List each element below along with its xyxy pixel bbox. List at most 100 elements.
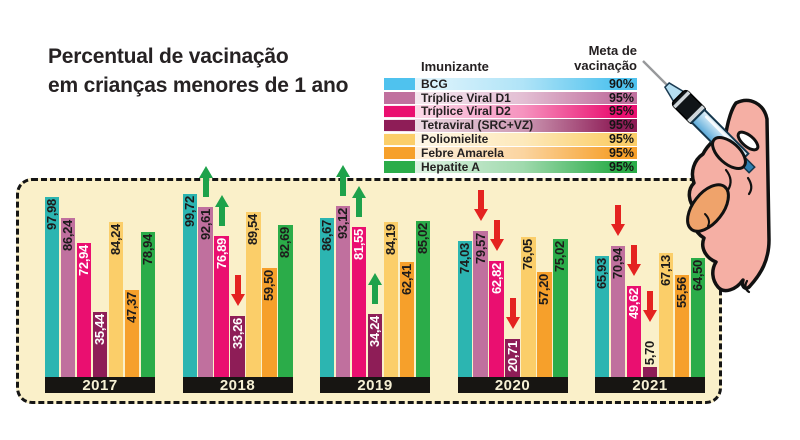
- legend-item: Tríplice Viral D1 95%: [384, 92, 637, 105]
- bar-2020-Poliomielite: [521, 237, 536, 377]
- bar-value-label: 62,41: [398, 264, 414, 296]
- bar-slot: 76,89: [214, 194, 229, 377]
- bar-slot: 84,19: [383, 222, 399, 377]
- year-group: 86,67 93,12 81,55 34,24 84,19 62,41 85,02 2019: [319, 164, 430, 394]
- bar-slot: 35,44: [92, 311, 108, 377]
- legend-item: BCG 90%: [384, 78, 637, 91]
- bar-slot: 78,94: [140, 231, 155, 377]
- knuckle-line-1: [724, 168, 732, 192]
- year-group: 65,93 70,94 49,62 5,70 67,13 55,56 64,50 2021: [594, 205, 705, 394]
- bar-2018-Tríplice Viral D1: [198, 206, 213, 377]
- legend-swatch: [384, 105, 415, 118]
- bar-2021-Poliomielite: [658, 253, 674, 377]
- year-label: 2020: [494, 376, 531, 394]
- legend-swatch: [384, 78, 415, 90]
- year-banner: 2017: [45, 377, 155, 394]
- bars-row: 97,98 86,24 72,94 35,44 84,24 47,37 78,94: [44, 196, 155, 377]
- trend-down-arrow-icon: [611, 205, 626, 241]
- knuckle-line-2: [746, 176, 753, 196]
- bar-value-label: 5,70: [642, 341, 657, 366]
- syringe-barrel-highlight: [704, 115, 744, 154]
- bar-slot: 75,02: [552, 238, 568, 377]
- legend-swatch: [384, 147, 415, 159]
- legend-item-goal: 95%: [608, 118, 634, 133]
- legend-item: Tetraviral (SRC+VZ) 95%: [384, 119, 637, 132]
- year-banner: 2021: [595, 377, 705, 394]
- bar-2021-BCG: [595, 255, 610, 377]
- bar-slot: 76,05: [520, 237, 536, 377]
- bar-value-label: 35,44: [92, 313, 107, 345]
- syringe-hub: [663, 81, 687, 105]
- bar-value-label: 65,93: [594, 257, 610, 289]
- bar-slot: 5,70: [642, 290, 658, 377]
- bar-slot: 57,20: [536, 271, 552, 377]
- bar-value-label: 99,72: [181, 195, 197, 227]
- bar-value-label: 59,50: [261, 269, 277, 301]
- year-group: 99,72 92,61 76,89 33,26 89,54 59,50 82,69 2018: [181, 165, 293, 394]
- legend-row-gradient: [384, 133, 637, 146]
- legend-swatch: [384, 92, 415, 104]
- bar-slot: 62,41: [398, 262, 415, 377]
- bar-slot: 99,72: [181, 193, 197, 377]
- bar-value-label: 79,57: [472, 232, 488, 264]
- syringe-plunger: [736, 154, 756, 174]
- legend-swatch: [384, 161, 415, 173]
- bar-2020-Tríplice Viral D2: [489, 261, 504, 377]
- bars-row: 74,03 79,57 62,82 20,71 76,05 57,20 75,02: [457, 189, 568, 377]
- bar-2017-Tríplice Viral D2: [76, 242, 92, 377]
- legend-row-gradient: [384, 160, 637, 174]
- syringe-collar: [671, 89, 707, 125]
- bar-slot: 72,94: [76, 242, 92, 377]
- bar-2017-Hepatite A: [140, 231, 155, 377]
- bar-value-label: 64,50: [689, 260, 705, 292]
- legend-item-label: Tríplice Viral D1: [421, 90, 511, 105]
- bar-2021-Tetraviral (SRC+VZ): [642, 366, 658, 377]
- bar-value-label: 67,13: [657, 255, 673, 287]
- legend-item-label: Febre Amarela: [421, 145, 504, 160]
- syringe-icon: [642, 60, 756, 174]
- bar-slot: 65,93: [594, 255, 610, 377]
- bar-2018-Poliomielite: [246, 212, 261, 377]
- legend-rows: BCG 90% Tríplice Viral D1 95% Tríplice Viral…: [384, 78, 637, 174]
- bars-row: 99,72 92,61 76,89 33,26 89,54 59,50 82,69: [181, 165, 293, 377]
- bar-2019-BCG: [320, 217, 335, 377]
- trend-up-arrow-icon: [352, 185, 367, 222]
- bar-value-label: 55,56: [673, 276, 689, 308]
- legend-header-goal: Meta de vacinação: [574, 43, 637, 73]
- bar-value-label: 81,55: [351, 228, 367, 260]
- bar-2020-Febre Amarela: [537, 271, 552, 377]
- bar-2020-Tríplice Viral D1: [473, 230, 488, 377]
- bars-row: 65,93 70,94 49,62 5,70 67,13 55,56 64,50: [594, 205, 705, 377]
- bar-slot: 97,98: [44, 196, 60, 377]
- trend-up-arrow-icon: [336, 164, 351, 201]
- bar-2018-Tríplice Viral D2: [214, 235, 229, 377]
- year-group: 97,98 86,24 72,94 35,44 84,24 47,37 78,94 2017: [44, 196, 155, 394]
- bar-2021-Tríplice Viral D1: [610, 246, 626, 377]
- legend-item-label: Poliomielite: [421, 132, 489, 146]
- bar-value-label: 86,24: [60, 220, 76, 252]
- legend-header-immunizer: Imunizante: [421, 58, 489, 74]
- syringe-collar-stripe: [673, 91, 691, 109]
- legend-item-goal: 90%: [608, 76, 634, 91]
- trend-up-arrow-icon: [198, 165, 213, 202]
- bar-value-label: 84,24: [107, 224, 123, 256]
- legend-row-gradient: [384, 91, 637, 105]
- legend-swatch: [384, 119, 415, 132]
- bar-2018-BCG: [182, 193, 197, 377]
- bar-slot: 67,13: [657, 253, 674, 377]
- year-banner: 2020: [457, 376, 568, 394]
- chart-panel: 97,98 86,24 72,94 35,44 84,24 47,37 78,94 2017 9…: [16, 164, 722, 404]
- legend-item-goal: 95%: [608, 159, 634, 174]
- bar-slot: 85,02: [415, 220, 430, 377]
- bar-2020-Hepatite A: [553, 238, 568, 377]
- year-banner: 2019: [320, 377, 430, 394]
- trend-down-arrow-icon: [505, 297, 520, 334]
- bar-2017-Febre Amarela: [124, 289, 140, 377]
- trend-up-arrow-icon: [368, 273, 382, 309]
- page-title: Percentual de vacinação em crianças meno…: [48, 42, 378, 101]
- bar-slot: 59,50: [261, 267, 277, 377]
- bar-2019-Tríplice Viral D1: [335, 205, 351, 377]
- bar-value-label: 97,98: [44, 198, 60, 230]
- bar-slot: 86,67: [319, 217, 335, 377]
- legend-row-gradient: [384, 105, 637, 119]
